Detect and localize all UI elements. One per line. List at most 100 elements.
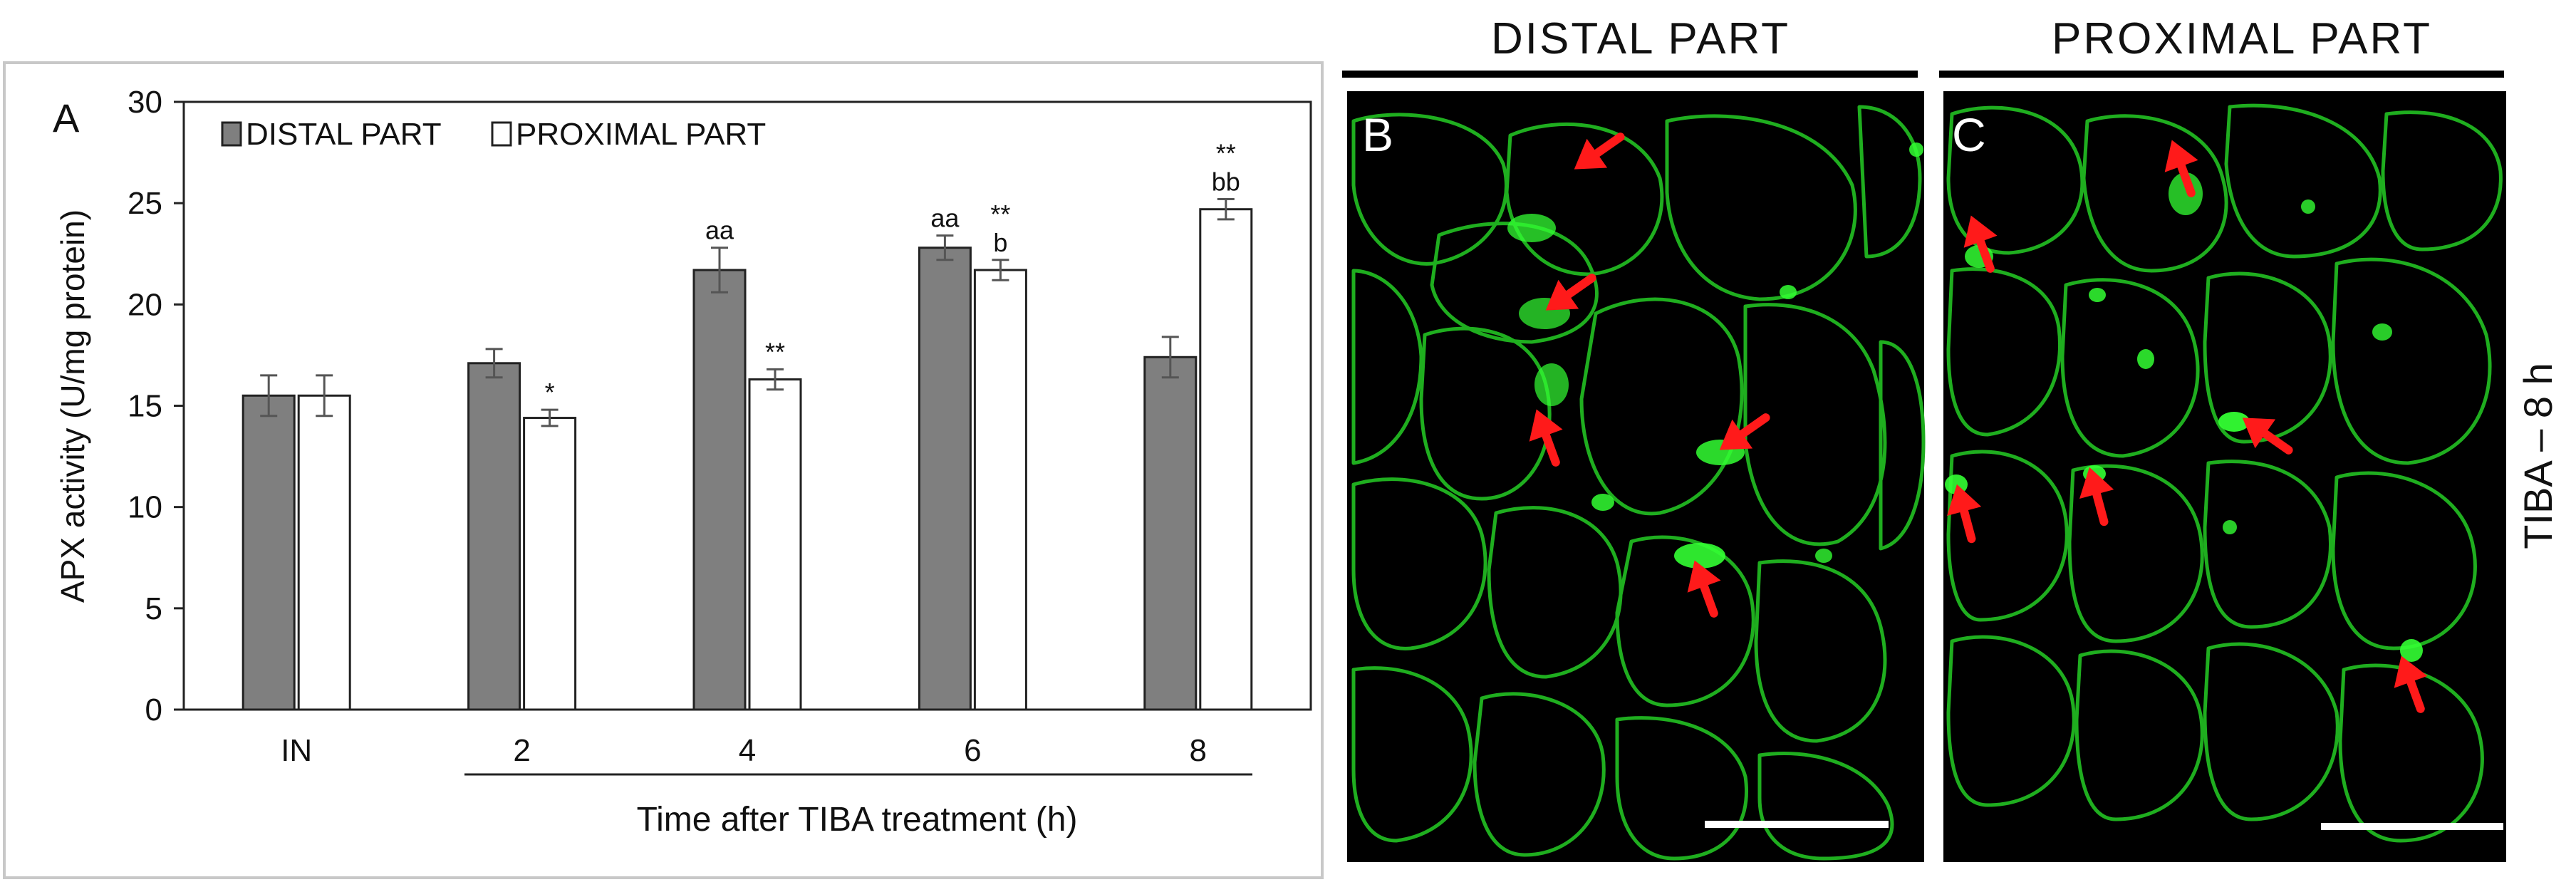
x-tick-label: 6 (964, 733, 981, 768)
x-axis-ticks: IN 2 4 6 8 (281, 733, 1207, 768)
significance-labels: *aa**aa **b**bb (545, 138, 1240, 407)
cell-wall (2203, 271, 2332, 444)
panel-b-micrograph: B (1347, 91, 1926, 862)
significance-label: aa (930, 204, 960, 233)
cell-wall (1665, 114, 1857, 301)
x-axis-label: Time after TIBA treatment (h) (637, 801, 1078, 839)
legend-label-proximal: PROXIMAL PART (516, 117, 766, 152)
arrow-icon (2394, 655, 2428, 713)
arrow-icon (1687, 560, 1721, 618)
x-tick-label: 2 (513, 733, 530, 768)
cell-wall (1879, 340, 1926, 551)
cell-wall (1946, 635, 2076, 807)
error-bars (260, 197, 1235, 427)
arrow-icon (2242, 417, 2293, 455)
bar-distal (467, 362, 521, 711)
legend-label-distal: DISTAL PART (246, 117, 442, 152)
significance-label: * (545, 378, 555, 407)
distal-header: DISTAL PART (1491, 14, 1790, 63)
bar-distal (1143, 356, 1198, 711)
bar-proximal (973, 269, 1027, 711)
cell-wall (1419, 326, 1552, 501)
panel-c-micrograph: C (1943, 91, 2506, 862)
significance-label: aa (705, 216, 734, 245)
fluorescent-spot (2400, 639, 2423, 662)
panel-b-letter: B (1362, 108, 1393, 161)
y-axis: 0 5 10 15 20 25 30 (128, 85, 184, 727)
bar-distal (918, 247, 972, 711)
legend: DISTAL PART PROXIMAL PART (221, 117, 766, 152)
cell-wall (1757, 752, 1894, 861)
bar-proximal (297, 394, 351, 711)
y-tick-label: 30 (128, 85, 162, 120)
fluorescent-spot (2089, 288, 2106, 302)
cell-wall (1946, 267, 2062, 437)
fluorescent-spot (1815, 549, 1832, 563)
y-tick-label: 25 (128, 186, 162, 221)
fluorescent-spot (2137, 349, 2154, 369)
bar-proximal (748, 378, 802, 711)
cell-wall (2203, 642, 2339, 821)
cell-wall (2060, 278, 2200, 458)
x-tick-label: 4 (739, 733, 756, 768)
significance-label: ** (1216, 138, 1236, 167)
fluorescent-spot (2223, 520, 2237, 534)
panel-c-letter: C (1952, 108, 1986, 161)
legend-swatch-proximal (491, 121, 512, 147)
panel-a-letter: A (53, 95, 80, 140)
fluorescent-spot (1780, 285, 1797, 299)
bar-proximal (1199, 208, 1253, 711)
panel-b-background (1347, 91, 1924, 862)
panel-b-arrows (1529, 133, 1770, 618)
arrow-icon (1719, 413, 1770, 450)
cell-wall (1857, 105, 1922, 259)
significance-label: bb (1212, 167, 1240, 196)
fluorescent-spot (2372, 323, 2392, 341)
cell-wall (2331, 471, 2477, 650)
legend-swatch-distal (221, 121, 242, 147)
arrow-icon (1545, 274, 1596, 311)
cell-wall (1351, 477, 1487, 650)
cell-wall (1946, 105, 2084, 255)
arrow-icon (1529, 409, 1563, 467)
fluorescent-spot (2169, 172, 2203, 215)
fluorescent-spot (1909, 142, 1923, 157)
panel-b-signal-spots (1507, 142, 1923, 569)
cell-wall (1505, 123, 1664, 276)
fluorescent-spot (2301, 199, 2315, 214)
significance-label: ** (990, 199, 1010, 229)
cell-wall (2381, 110, 2503, 251)
cell-wall (2074, 649, 2204, 821)
cell-wall (2331, 257, 2492, 465)
proximal-header: PROXIMAL PART (2052, 14, 2432, 63)
y-tick-label: 0 (145, 693, 162, 727)
arrow-icon (2164, 140, 2198, 197)
cell-wall (2067, 464, 2204, 643)
y-axis-label: APX activity (U/mg protein) (54, 209, 91, 603)
fluorescent-spot (1534, 363, 1569, 406)
cell-wall (1473, 692, 1606, 857)
cell-wall (1351, 269, 1423, 465)
fluorescent-spot (1591, 494, 1614, 511)
cell-wall (1351, 666, 1473, 843)
bar-marks (242, 208, 1253, 711)
arrow-icon (2079, 467, 2114, 527)
significance-label: ** (765, 337, 785, 366)
fluorescent-spot (2218, 412, 2250, 432)
panel-c-arrows (1947, 140, 2428, 713)
cell-wall (1615, 716, 1748, 861)
bar-distal (242, 394, 296, 711)
cell-wall (2082, 114, 2228, 273)
arrow-icon (1963, 215, 1998, 273)
treatment-side-label: TIBA – 8 h (2515, 363, 2560, 549)
bar-distal (692, 269, 747, 711)
bar-proximal (523, 417, 577, 711)
y-tick-label: 5 (145, 591, 162, 626)
arrow-icon (1947, 484, 1982, 544)
x-tick-label: IN (281, 733, 312, 768)
fluorescent-spot (1674, 543, 1725, 569)
y-tick-label: 10 (128, 490, 162, 525)
y-tick-label: 20 (128, 287, 162, 322)
